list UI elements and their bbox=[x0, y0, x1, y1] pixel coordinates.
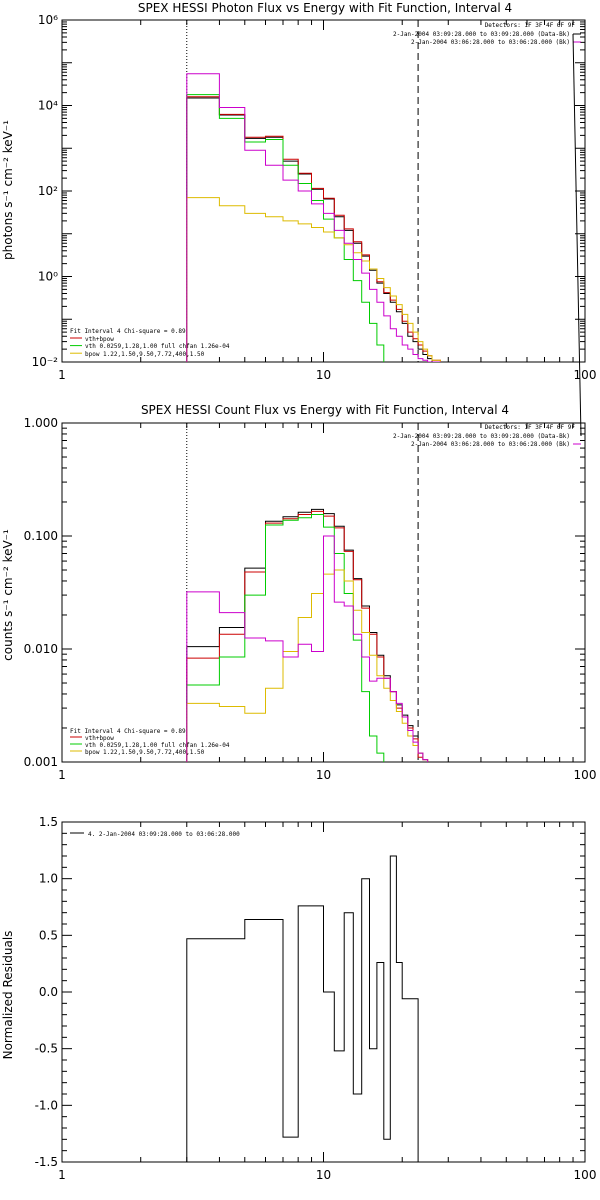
photon-flux-y-tick-label: 10⁻² bbox=[32, 355, 59, 369]
count-flux-y-tick-label: 0.010 bbox=[24, 642, 58, 656]
residuals-panel: Normalized Residuals 4. 2-Jan-2004 03:09… bbox=[1, 815, 596, 1182]
photon-flux-y-tick-label: 10⁴ bbox=[38, 99, 58, 113]
count-flux-series-data bbox=[186, 535, 429, 762]
photon-flux-header-detectors: Detectors: 1F 3F 4F 6F 9F bbox=[485, 22, 576, 29]
residuals-y-tick-label: -1.5 bbox=[35, 1155, 58, 1169]
photon-flux-x-tick-label: 100 bbox=[574, 368, 597, 382]
photon-flux-title: SPEX HESSI Photon Flux vs Energy with Fi… bbox=[138, 1, 512, 15]
count-flux-header-data-interval: 2-Jan-2004 03:09:28.000 to 03:09:28.000 … bbox=[393, 433, 570, 440]
photon-flux-fit-info-total: vth+bpow bbox=[85, 336, 114, 343]
photon-flux-x-tick-label: 1 bbox=[58, 368, 66, 382]
photon-flux-fit-info-chisq: Fit Interval 4 Chi-square = 0.89 bbox=[70, 328, 186, 335]
residuals-y-tick-label: 0.5 bbox=[39, 928, 58, 942]
count-flux-y-axis-label: counts s⁻¹ cm⁻² keV⁻¹ bbox=[1, 529, 15, 661]
residuals-y-tick-label: -0.5 bbox=[35, 1042, 58, 1056]
count-flux-header-detectors: Detectors: 1F 3F 4F 6F 9F bbox=[485, 424, 576, 431]
residuals-y-tick-label: 0.0 bbox=[39, 985, 58, 999]
residuals-series-total bbox=[186, 855, 419, 1162]
count-flux-title: SPEX HESSI Count Flux vs Energy with Fit… bbox=[141, 403, 509, 417]
photon-flux-panel: SPEX HESSI Photon Flux vs Energy with Fi… bbox=[1, 1, 597, 382]
photon-flux-y-tick-label: 10² bbox=[38, 184, 58, 198]
photon-flux-y-tick-label: 10⁰ bbox=[38, 270, 58, 284]
residuals-x-tick-label: 10 bbox=[316, 1168, 331, 1182]
count-flux-series-bpow_component bbox=[186, 569, 429, 762]
photon-flux-series-data bbox=[186, 73, 441, 362]
count-flux-panel: SPEX HESSI Count Flux vs Energy with Fit… bbox=[1, 33, 597, 782]
count-flux-y-tick-label: 1.000 bbox=[24, 416, 58, 430]
photon-flux-y-axis-label: photons s⁻¹ cm⁻² keV⁻¹ bbox=[1, 120, 15, 260]
count-flux-x-tick-label: 1 bbox=[58, 768, 66, 782]
photon-flux-header-data-interval: 2-Jan-2004 03:09:28.000 to 03:09:28.000 … bbox=[393, 31, 570, 38]
residuals-x-tick-label: 100 bbox=[574, 1168, 597, 1182]
residuals-x-tick-label: 1 bbox=[58, 1168, 66, 1182]
count-flux-x-tick-label: 10 bbox=[316, 768, 331, 782]
count-flux-series-vth_fit bbox=[186, 510, 429, 762]
count-flux-fit-info-vth: vth 0.0259,1.28,1.00 full chfan 1.26e-04 bbox=[85, 742, 230, 749]
count-flux-y-tick-label: 0.100 bbox=[24, 529, 58, 543]
residuals-y-tick-label: -1.0 bbox=[35, 1098, 58, 1112]
count-flux-y-tick-label: 0.001 bbox=[24, 755, 58, 769]
residuals-y-tick-label: 1.0 bbox=[39, 872, 58, 886]
photon-flux-x-tick-label: 10 bbox=[316, 368, 331, 382]
count-flux-fit-info-bpow: bpow 1.22,1.50,9.50,7.72,400,1.50 bbox=[85, 749, 205, 756]
photon-flux-fit-info-vth: vth 0.0259,1.28,1.00 full chfan 1.26e-04 bbox=[85, 343, 230, 350]
residuals-legend-label: 4. 2-Jan-2004 03:09:28.000 to 03:06:28.0… bbox=[88, 831, 240, 838]
count-flux-x-tick-label: 100 bbox=[574, 768, 597, 782]
photon-flux-series-vth_component bbox=[186, 94, 385, 362]
count-flux-fit-info-total: vth+bpow bbox=[85, 735, 114, 742]
residuals-y-axis-label: Normalized Residuals bbox=[1, 931, 15, 1060]
count-flux-header-swatch-data bbox=[572, 33, 582, 437]
photon-flux-header-bk-interval: 2-Jan-2004 03:06:28.000 to 03:06:28.000 … bbox=[411, 39, 570, 46]
count-flux-series-vth_component bbox=[186, 514, 385, 762]
photon-flux-fit-info-bpow: bpow 1.22,1.50,9.50,7.72,400,1.50 bbox=[85, 351, 205, 358]
photon-flux-series-bpow_component bbox=[186, 197, 441, 362]
count-flux-header-bk-interval: 2-Jan-2004 03:06:28.000 to 03:06:28.000 … bbox=[411, 441, 570, 448]
photon-flux-y-tick-label: 10⁶ bbox=[38, 13, 58, 27]
residuals-y-tick-label: 1.5 bbox=[39, 815, 58, 829]
count-flux-fit-info-chisq: Fit Interval 4 Chi-square = 0.89 bbox=[70, 728, 186, 735]
